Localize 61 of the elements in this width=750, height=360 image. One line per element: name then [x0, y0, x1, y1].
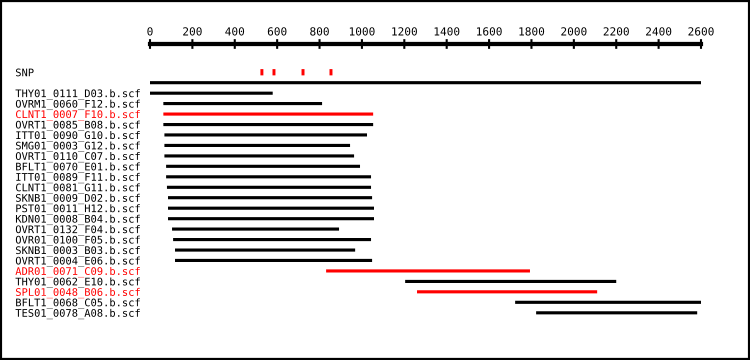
y-tick-label: ITT01_0090_G10.b.scf [16, 131, 140, 142]
y-tick-label: OVRT1_0110_C07.b.scf [16, 152, 140, 162]
y-tick-label: CLNT1_0081_G11.b.scf [16, 183, 140, 194]
x-tick-label: 200 [183, 27, 202, 36]
bar [515, 300, 701, 304]
y-tick-label: SKNB1_0009_D02.b.scf [16, 194, 140, 204]
x-tick-label: 2400 [646, 27, 672, 36]
x-tick-label: 600 [268, 27, 286, 36]
x-tick-label: 400 [225, 27, 244, 36]
y-tick-label: BFLT1_0068_C05.b.scf [16, 298, 140, 309]
bar [150, 92, 273, 95]
bar [260, 69, 264, 76]
y-tick-label: OVRT1_0085_B08.b.scf [16, 120, 140, 131]
y-tick-label: SNP [16, 68, 34, 76]
x-tick-label: 1400 [434, 27, 460, 36]
bar [163, 102, 322, 106]
y-tick-label: TES01_0078_A08.b.scf [16, 308, 140, 320]
y-tick-label: KDN01_0008_B04.b.scf [16, 214, 140, 226]
x-tick-label: 2000 [561, 27, 587, 36]
x-tick-label: 2600 [688, 27, 714, 36]
y-tick-label: OVRT1_0004_E06.b.scf [16, 256, 140, 267]
bar [172, 228, 340, 231]
bar [173, 238, 372, 242]
bar [150, 81, 701, 84]
bar [175, 258, 372, 262]
x-tick-label: 800 [310, 27, 329, 36]
x-tick-label: 1000 [350, 27, 375, 36]
bar [164, 154, 354, 158]
y-tick-label: OVRM1_0060_F12.b.scf [16, 100, 140, 110]
bar [164, 133, 368, 137]
bar [175, 248, 356, 252]
x-tick-label: 0 [147, 27, 153, 36]
bar [302, 69, 304, 76]
bar [536, 311, 698, 314]
bar [272, 69, 276, 76]
x-tick-label: 2200 [604, 27, 629, 36]
x-tick-label: 1600 [477, 27, 502, 36]
y-tick-label: PST01_0011_H12.b.scf [16, 204, 140, 215]
bar [168, 217, 374, 220]
bar [163, 122, 374, 126]
bar [164, 144, 350, 148]
y-tick-label: SMG01_0003_G12.b.scf [16, 141, 140, 152]
bar [168, 206, 374, 210]
bar [330, 69, 332, 76]
y-tick-label: ITT01_0089_F11.b.scf [16, 172, 140, 184]
bar [166, 164, 360, 168]
bar [166, 175, 372, 178]
x-tick-label: 1200 [392, 27, 417, 36]
y-tick-label: SKNB1_0003_B03.b.scf [16, 246, 140, 256]
y-tick-label: CLNT1_0007_F10.b.scf [16, 110, 140, 120]
y-tick-label: OVRT1_0132_F04.b.scf [16, 225, 140, 236]
x-tick-label: 1800 [519, 27, 544, 36]
y-tick-label: THY01_0111_D03.b.scf [16, 89, 140, 100]
bar [168, 196, 372, 200]
bar [166, 186, 372, 189]
bar [405, 280, 616, 283]
y-tick-label: OVR01_0100_F05.b.scf [16, 236, 140, 246]
y-tick-label: SPL01_0048_B06.b.scf [16, 288, 140, 298]
y-tick-label: ADR01_0071_C09.b.scf [15, 266, 140, 278]
y-tick-label: BFLT1_0070_E01.b.scf [16, 162, 140, 173]
y-tick-label: THY01_0062_E10.b.scf [16, 277, 140, 288]
